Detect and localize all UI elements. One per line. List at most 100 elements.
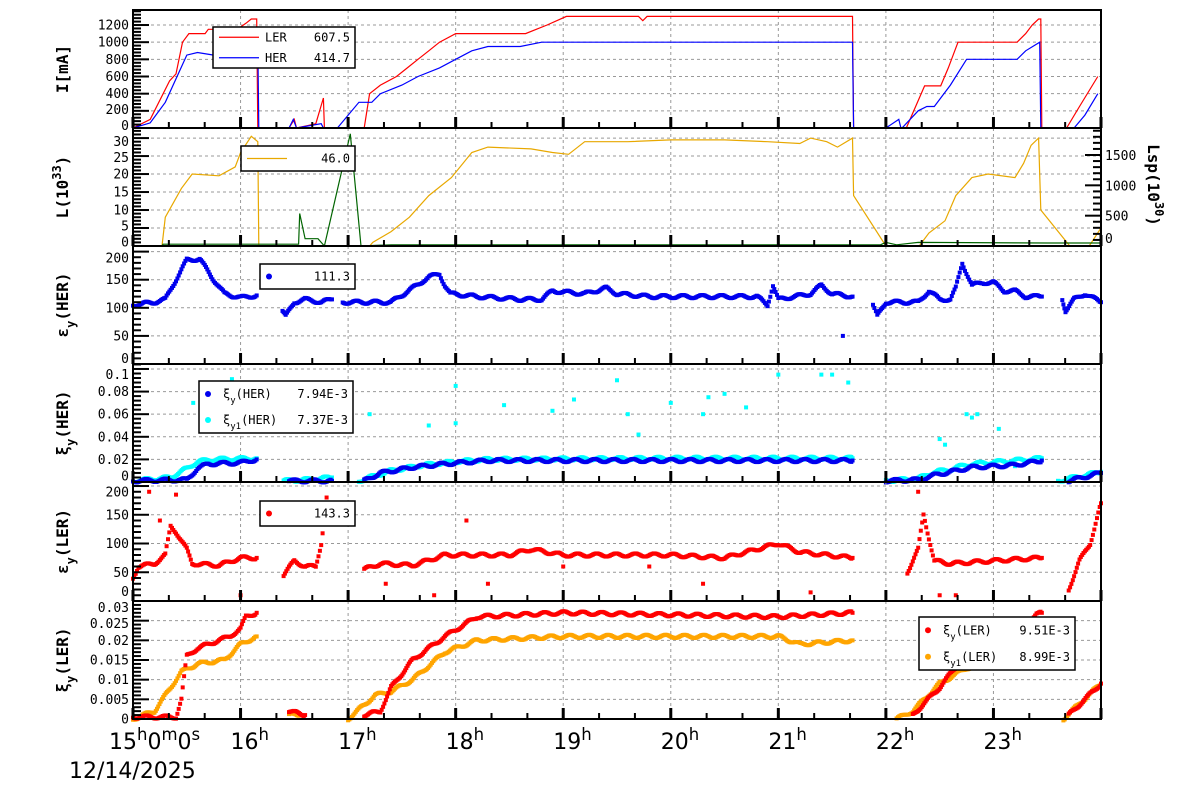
scatter-point (872, 306, 877, 310)
scatter-point (906, 569, 911, 573)
y2-tick-label: 500 (1105, 210, 1128, 225)
scatter-point (952, 287, 957, 292)
scatter-point (179, 696, 184, 701)
scatter-point (176, 706, 181, 711)
scatter-point (204, 265, 208, 269)
scatter-point (765, 304, 770, 309)
scatter-outlier (157, 518, 162, 523)
legend-dot-icon (266, 273, 272, 280)
label-subscript: y (64, 321, 78, 328)
legend-box (918, 616, 1076, 671)
y-tick-label: 400 (106, 87, 129, 102)
scatter-point (178, 671, 183, 676)
scatter-point (387, 687, 392, 692)
legend-value: 8.99E-3 (1019, 650, 1070, 664)
x-tick-label: 21h (768, 725, 806, 756)
series-1 (131, 256, 1103, 338)
scatter-point (873, 309, 878, 314)
scatter-point (329, 478, 334, 483)
scatter-point (401, 670, 406, 675)
scatter-outlier (571, 397, 576, 402)
scatter-outlier (819, 372, 824, 377)
scatter-outlier (647, 564, 652, 569)
label-tail: (HER) (53, 272, 72, 320)
scatter-point (1078, 555, 1083, 559)
scatter-point (917, 537, 922, 542)
y-tick-label: 1200 (98, 19, 129, 34)
label-superscript: 33 (50, 165, 64, 179)
x-tick-unit: h (474, 725, 484, 744)
scatter-point (964, 272, 969, 276)
scatter-point (913, 552, 918, 557)
label-subscript: y (64, 557, 78, 564)
scatter-point (207, 272, 212, 277)
legend-dot-icon (266, 510, 272, 517)
x-tick-label: 20h (661, 725, 699, 756)
scatter-point (1089, 538, 1094, 543)
y-tick-label: 0 (121, 585, 129, 600)
y-tick-label: 0.015 (90, 654, 129, 669)
scatter-point (960, 261, 965, 266)
legend-box (212, 26, 356, 69)
scatter-outlier (174, 492, 179, 497)
legend-label: ξy(LER) (943, 623, 992, 642)
scatter-point (953, 284, 958, 289)
scatter-outlier (943, 442, 948, 447)
scatter-point (850, 638, 855, 643)
scatter-point (282, 571, 287, 576)
series-line (133, 135, 1102, 247)
x-tick-unit: m (161, 725, 177, 744)
scatter-outlier (229, 377, 234, 382)
scatter-point (441, 282, 446, 287)
scatter-point (968, 280, 973, 285)
legend-box (259, 500, 356, 527)
scatter-point (925, 531, 930, 536)
y-tick-label: 100 (106, 301, 129, 316)
label-tail: (LER) (956, 623, 992, 637)
legend-dot-icon (205, 417, 211, 423)
scatter-point (773, 290, 778, 294)
y-tick-label: 0.04 (98, 430, 129, 445)
scatter-point (1067, 304, 1072, 308)
legend-label: ξy1(HER) (223, 413, 277, 432)
scatter-point (183, 258, 188, 263)
scatter-point (850, 294, 855, 299)
scatter-point (1039, 458, 1044, 463)
scatter-point (254, 457, 259, 462)
scatter-point (955, 279, 960, 284)
scatter-point (188, 557, 193, 562)
scatter-point (254, 555, 259, 560)
label-subscript: y (64, 439, 78, 446)
legend-dot-icon (925, 627, 931, 634)
scatter-point (242, 616, 247, 621)
scatter-point (1039, 610, 1044, 615)
x-tick-number: 18 (446, 730, 474, 755)
series-1 (133, 135, 1102, 247)
scatter-point (1068, 301, 1073, 306)
y-tick-label: 30 (113, 135, 129, 150)
scatter-point (315, 559, 320, 564)
scatter-point (183, 663, 188, 668)
scatter-outlier (706, 395, 711, 400)
scatter-point (239, 622, 244, 627)
scatter-point (1066, 588, 1071, 593)
x-axis-date: 12/14/2025 (69, 759, 196, 784)
legend: 111.3 (259, 263, 356, 290)
scatter-point (1088, 543, 1093, 547)
scatter-point (1097, 684, 1102, 689)
label-subscript: y1 (950, 659, 961, 669)
label-subscript: y (64, 676, 78, 683)
x-tick-unit: h (366, 725, 376, 744)
legend: 46.0 (240, 145, 356, 172)
scatter-point (155, 706, 159, 711)
scatter-point (959, 266, 963, 271)
label-main: ξ (53, 683, 72, 693)
scatter-point (182, 261, 187, 266)
y-tick-label: 150 (106, 273, 129, 288)
scatter-point (437, 272, 442, 277)
x-tick-number: 0 (178, 730, 192, 755)
scatter-outlier (147, 489, 152, 494)
scatter-point (1074, 565, 1079, 570)
legend-entry: ξy(HER) 7.94E-3 (205, 387, 348, 406)
